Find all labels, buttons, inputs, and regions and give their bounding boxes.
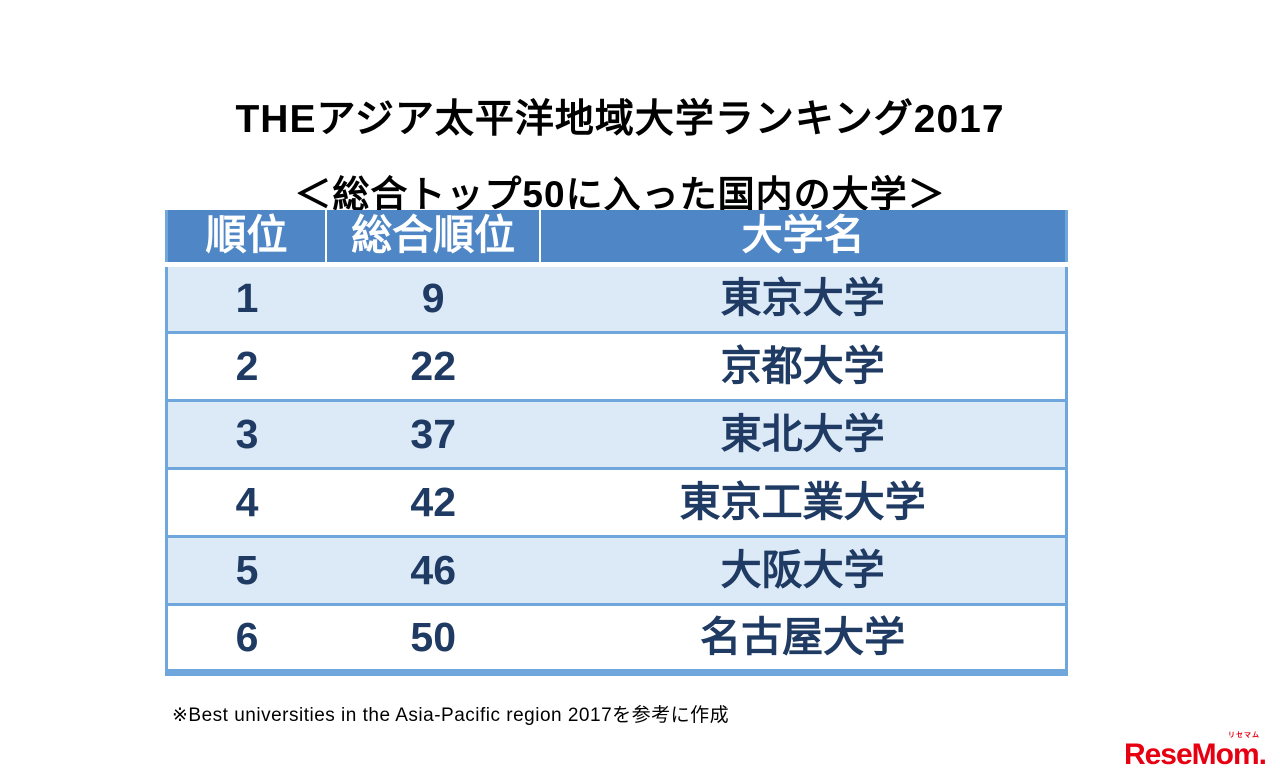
resemom-logo-text: ReseMom. (1123, 738, 1267, 771)
cell-overall-rank: 22 (410, 342, 456, 389)
cell-university-name: 大阪大学 (720, 546, 885, 593)
ranking-table: 順位 総合順位 大学名 1 9 東京大学 2 22 京都大学 3 37 東北大学 (165, 210, 1068, 676)
cell-rank: 5 (235, 546, 259, 593)
cell-rank: 3 (235, 410, 259, 457)
cell-overall-rank: 37 (410, 410, 456, 457)
cell-overall-rank: 46 (410, 546, 456, 593)
page-title: THEアジア太平洋地域大学ランキング2017 (235, 98, 1005, 141)
resemom-logo: リセマム ReseMom. (1123, 732, 1267, 771)
resemom-logo-kana: リセマム (1228, 732, 1260, 739)
table-row: 5 46 大阪大学 (166, 536, 1067, 604)
cell-overall-rank: 50 (410, 613, 456, 660)
table-row: 6 50 名古屋大学 (166, 604, 1067, 672)
cell-overall-rank: 42 (410, 478, 456, 525)
title-block: THEアジア太平洋地域大学ランキング2017 ＜総合トップ50に入った国内の大学… (0, 88, 1240, 218)
cell-university-name: 名古屋大学 (700, 613, 906, 660)
cell-rank: 6 (235, 613, 259, 660)
source-footnote: ※Best universities in the Asia-Pacific r… (172, 705, 730, 726)
table-row: 1 9 東京大学 (166, 264, 1067, 332)
table-row: 2 22 京都大学 (166, 332, 1067, 400)
cell-rank: 1 (235, 275, 259, 321)
cell-university-name: 東京大学 (720, 275, 885, 321)
page-subtitle: ＜総合トップ50に入った国内の大学＞ (294, 174, 946, 215)
header-overall-rank: 総合順位 (326, 210, 542, 267)
cell-university-name: 東北大学 (720, 410, 885, 457)
header-rank: 順位 (166, 210, 328, 267)
cell-university-name: 京都大学 (720, 342, 885, 389)
cell-rank: 4 (235, 478, 259, 525)
header-university-name: 大学名 (540, 210, 1067, 267)
cell-rank: 2 (235, 342, 259, 389)
cell-university-name: 東京工業大学 (679, 478, 926, 525)
cell-overall-rank: 9 (421, 275, 445, 321)
ranking-table-container: 順位 総合順位 大学名 1 9 東京大学 2 22 京都大学 3 37 東北大学 (165, 210, 1068, 676)
table-row: 4 42 東京工業大学 (166, 468, 1067, 536)
table-row: 3 37 東北大学 (166, 400, 1067, 468)
table-header-row: 順位 総合順位 大学名 (166, 210, 1067, 267)
